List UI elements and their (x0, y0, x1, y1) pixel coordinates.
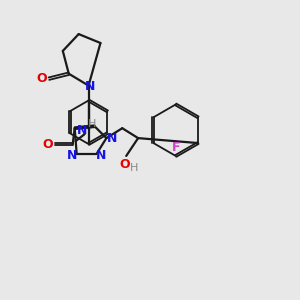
Text: O: O (119, 158, 130, 171)
Text: O: O (37, 72, 47, 85)
Text: H: H (130, 163, 138, 173)
Text: F: F (172, 140, 180, 154)
Text: N: N (96, 149, 106, 162)
Text: O: O (43, 138, 53, 151)
Text: H: H (88, 119, 97, 129)
Text: N: N (107, 132, 118, 145)
Text: N: N (67, 149, 77, 162)
Text: N: N (76, 124, 87, 137)
Text: N: N (84, 80, 95, 93)
